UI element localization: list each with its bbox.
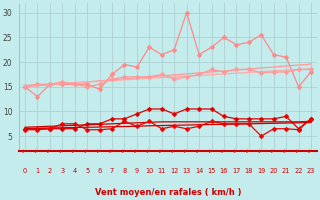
X-axis label: Vent moyen/en rafales ( km/h ): Vent moyen/en rafales ( km/h ) xyxy=(95,188,241,197)
